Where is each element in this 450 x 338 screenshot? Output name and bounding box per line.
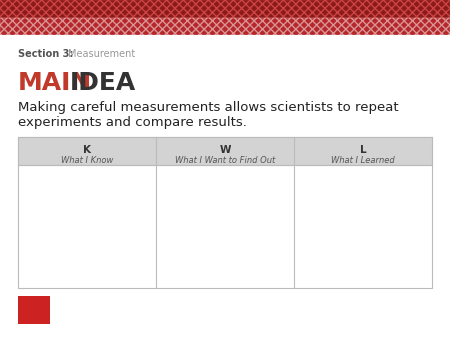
Text: What I Want to Find Out: What I Want to Find Out: [175, 156, 275, 165]
Text: Graw: Graw: [25, 307, 43, 312]
Text: Education: Education: [17, 320, 51, 325]
Text: L: L: [360, 145, 366, 155]
Text: What I Know: What I Know: [61, 156, 113, 165]
Bar: [18, 296, 50, 324]
Text: Making careful measurements allows scientists to repeat: Making careful measurements allows scien…: [18, 101, 399, 114]
Bar: [18, 137, 432, 165]
Text: Mc: Mc: [29, 301, 39, 306]
Text: Section 3:: Section 3:: [18, 49, 73, 59]
Bar: [0, 18, 450, 35]
Text: IDEA: IDEA: [70, 71, 136, 95]
Text: Measurement: Measurement: [68, 49, 135, 59]
Bar: [18, 137, 432, 288]
Bar: [0, 0, 450, 18]
Text: Hill: Hill: [28, 313, 40, 318]
Bar: [0, 0, 450, 18]
Text: K: K: [83, 145, 91, 155]
Text: MAIN: MAIN: [18, 71, 92, 95]
Text: experiments and compare results.: experiments and compare results.: [18, 116, 247, 129]
Text: What I Learned: What I Learned: [331, 156, 395, 165]
Bar: [0, 18, 450, 35]
Text: W: W: [219, 145, 231, 155]
